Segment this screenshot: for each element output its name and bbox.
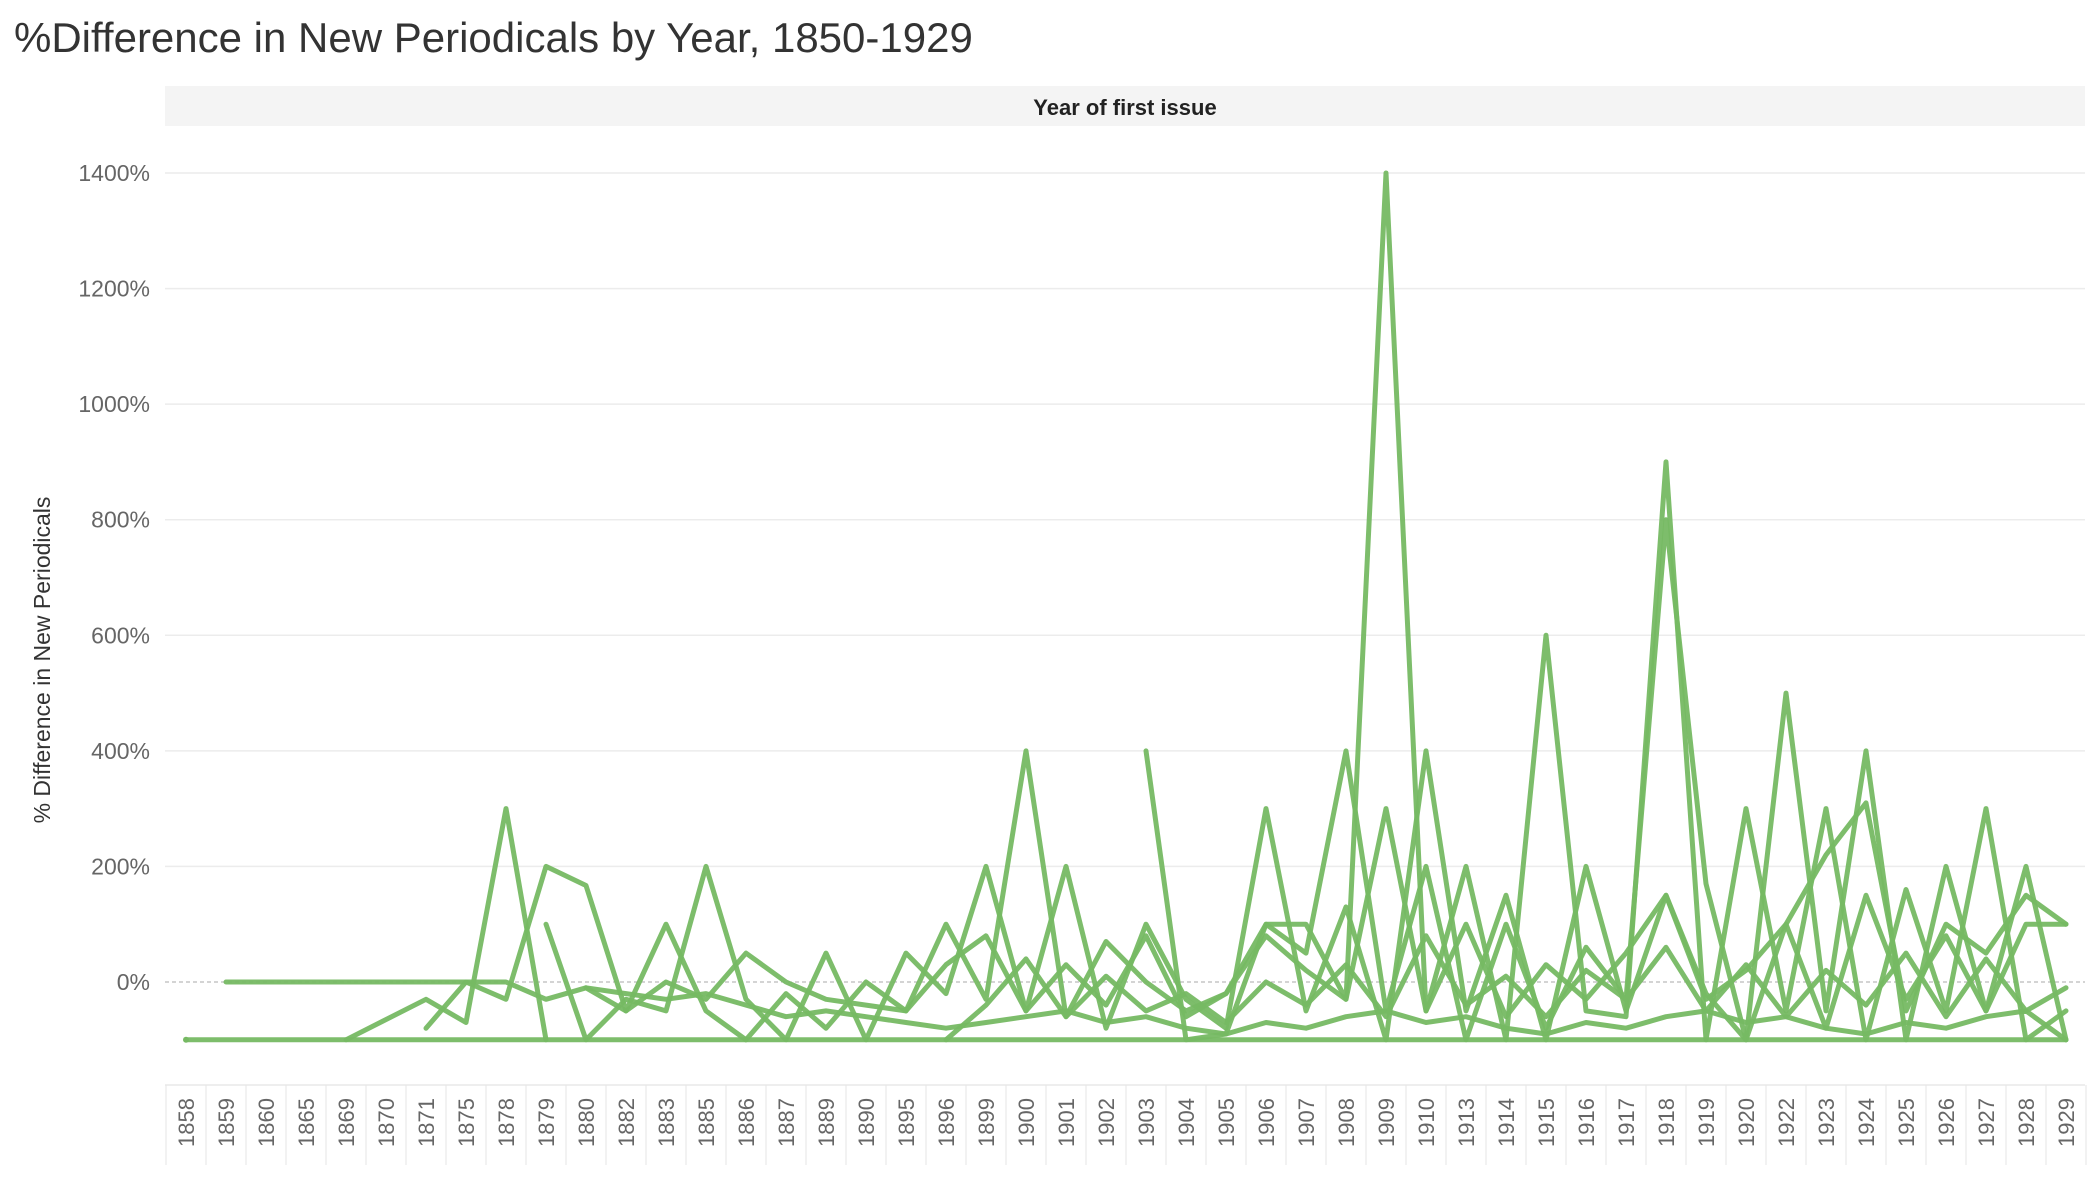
x-tick-label: 1927 [1974, 1098, 1999, 1147]
x-tick-label: 1899 [974, 1098, 999, 1147]
series-line-4 [343, 806, 549, 1043]
x-tick-label: 1883 [654, 1098, 679, 1147]
x-tick-label: 1914 [1494, 1098, 1519, 1147]
x-tick-label: 1889 [814, 1098, 839, 1147]
x-tick-label: 1922 [1774, 1098, 1799, 1147]
x-tick-label: 1860 [254, 1098, 279, 1147]
x-tick-label: 1903 [1134, 1098, 1159, 1147]
x-tick-label: 1923 [1814, 1098, 1839, 1147]
x-tick-label: 1871 [414, 1098, 439, 1147]
series-line-6 [543, 690, 2069, 1043]
x-tick-label: 1924 [1854, 1098, 1879, 1147]
x-tick-label: 1886 [734, 1098, 759, 1147]
x-tick-label: 1910 [1414, 1098, 1439, 1147]
series-line-10 [943, 933, 2069, 1043]
x-tick-label: 1929 [2054, 1098, 2079, 1147]
x-tick-label: 1907 [1294, 1098, 1319, 1147]
x-tick-label: 1919 [1694, 1098, 1719, 1147]
y-tick-label: 200% [91, 853, 150, 879]
x-tick-label: 1908 [1334, 1098, 1359, 1147]
x-tick-label: 1865 [294, 1098, 319, 1147]
x-tick-label: 1878 [494, 1098, 519, 1147]
series-line-9 [743, 806, 2069, 1043]
series-line-5 [423, 863, 749, 1043]
x-tick-label: 1879 [534, 1098, 559, 1147]
x-tick-label: 1913 [1454, 1098, 1479, 1147]
x-tick-label: 1906 [1254, 1098, 1279, 1147]
x-tick-label: 1858 [174, 1098, 199, 1147]
series-line-2 [223, 979, 2069, 1043]
y-tick-label: 1200% [78, 276, 150, 302]
x-tick-label: 1917 [1614, 1098, 1639, 1147]
y-axis-label: % Difference in New Periodicals [29, 497, 55, 824]
x-tick-label: 1905 [1214, 1098, 1239, 1147]
x-tick-label: 1909 [1374, 1098, 1399, 1147]
y-tick-label: 600% [91, 622, 150, 648]
x-tick-label: 1925 [1894, 1098, 1919, 1147]
y-tick-label: 0% [117, 969, 150, 995]
chart-title: %Difference in New Periodicals by Year, … [14, 14, 973, 61]
x-tick-label: 1896 [934, 1098, 959, 1147]
x-tick-label: 1901 [1054, 1098, 1079, 1147]
header-label: Year of first issue [1033, 95, 1216, 120]
y-tick-label: 1000% [78, 391, 150, 417]
x-tick-label: 1918 [1654, 1098, 1679, 1147]
x-tick-label: 1875 [454, 1098, 479, 1147]
series-line-7 [583, 170, 2069, 1043]
y-tick-label: 1400% [78, 160, 150, 186]
x-tick-label: 1859 [214, 1098, 239, 1147]
x-tick-label: 1887 [774, 1098, 799, 1147]
y-tick-label: 400% [91, 738, 150, 764]
x-tick-label: 1900 [1014, 1098, 1039, 1147]
x-tick-label: 1885 [694, 1098, 719, 1147]
x-tick-label: 1895 [894, 1098, 919, 1147]
x-tick-label: 1920 [1734, 1098, 1759, 1147]
x-tick-label: 1869 [334, 1098, 359, 1147]
y-tick-label: 800% [91, 507, 150, 533]
header-band [165, 86, 2085, 126]
x-tick-label: 1870 [374, 1098, 399, 1147]
x-tick-label: 1915 [1534, 1098, 1559, 1147]
x-tick-label: 1902 [1094, 1098, 1119, 1147]
x-tick-label: 1890 [854, 1098, 879, 1147]
x-tick-label: 1926 [1934, 1098, 1959, 1147]
x-tick-label: 1882 [614, 1098, 639, 1147]
x-tick-label: 1916 [1574, 1098, 1599, 1147]
series-point [183, 1036, 189, 1043]
x-tick-label: 1928 [2014, 1098, 2039, 1147]
x-tick-label: 1880 [574, 1098, 599, 1147]
x-tick-label: 1904 [1174, 1098, 1199, 1147]
